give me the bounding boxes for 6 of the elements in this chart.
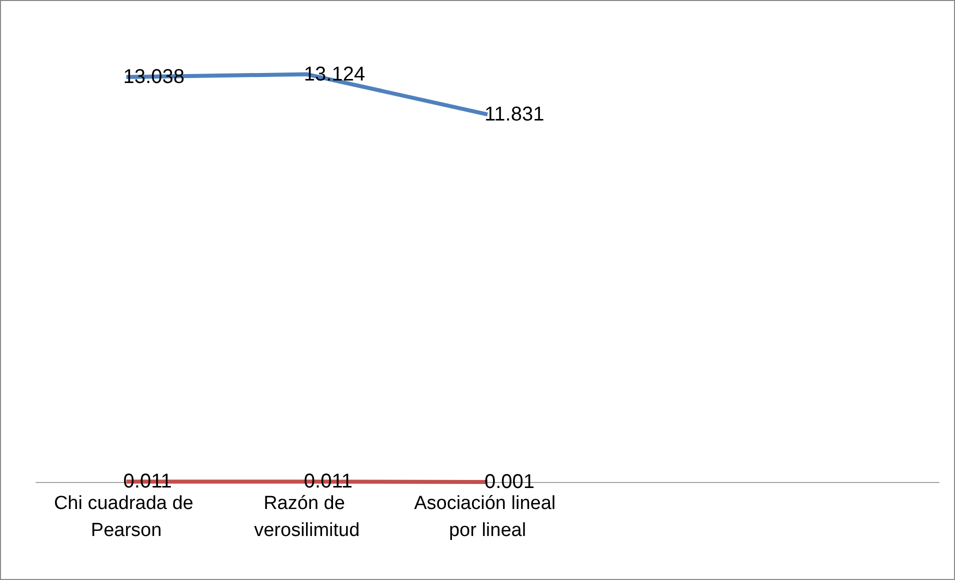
- data-label: 13.124: [304, 63, 366, 86]
- x-tick-label: Razón de verosilimitud: [254, 493, 360, 541]
- x-tick-label: Chi cuadrada de Pearson: [54, 493, 199, 541]
- data-label: 11.831: [484, 103, 544, 126]
- x-tick-label: Asociación lineal por lineal: [414, 493, 561, 541]
- data-label: 0.001: [484, 470, 535, 493]
